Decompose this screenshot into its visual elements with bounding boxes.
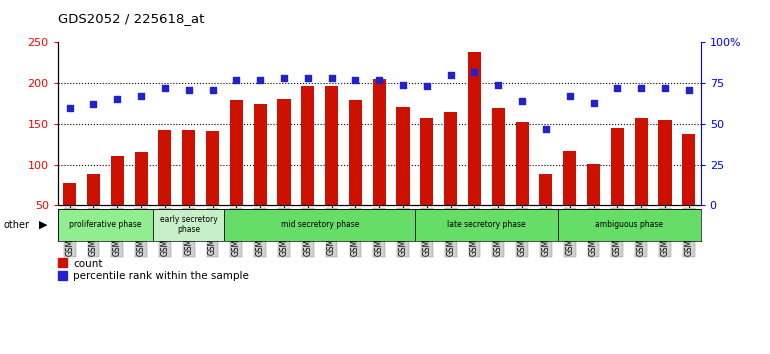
Bar xyxy=(301,86,314,205)
Text: ambiguous phase: ambiguous phase xyxy=(595,220,663,229)
Bar xyxy=(229,100,243,205)
Point xyxy=(63,105,75,110)
Bar xyxy=(111,156,124,205)
Bar xyxy=(492,108,505,205)
Bar xyxy=(63,183,76,205)
Point xyxy=(206,87,219,92)
Bar xyxy=(634,118,648,205)
Point xyxy=(588,100,600,105)
Bar xyxy=(58,209,153,241)
Bar xyxy=(587,164,600,205)
Point xyxy=(278,75,290,81)
Point xyxy=(302,75,314,81)
Bar xyxy=(182,130,196,205)
Point xyxy=(159,85,171,91)
Bar xyxy=(87,175,100,205)
Bar xyxy=(135,152,148,205)
Point xyxy=(326,75,338,81)
Point xyxy=(420,84,433,89)
Point xyxy=(230,77,243,83)
Bar xyxy=(253,104,266,205)
Text: mid secretory phase: mid secretory phase xyxy=(280,220,359,229)
Point xyxy=(397,82,409,88)
Bar xyxy=(557,209,701,241)
Bar xyxy=(658,120,671,205)
Bar xyxy=(159,130,172,205)
Point xyxy=(540,126,552,132)
Point xyxy=(516,98,528,104)
Point xyxy=(564,93,576,99)
Point xyxy=(135,93,147,99)
Text: proliferative phase: proliferative phase xyxy=(69,220,142,229)
Point xyxy=(659,85,671,91)
Bar xyxy=(539,173,552,205)
Bar xyxy=(349,100,362,205)
Text: early secretory
phase: early secretory phase xyxy=(160,215,218,234)
Point xyxy=(683,87,695,92)
Point xyxy=(350,77,362,83)
Bar xyxy=(397,107,410,205)
Point xyxy=(444,72,457,78)
Bar xyxy=(224,209,415,241)
Bar xyxy=(682,134,695,205)
Bar xyxy=(153,209,224,241)
Point xyxy=(111,97,123,102)
Point xyxy=(87,102,99,107)
Bar xyxy=(206,131,219,205)
Point xyxy=(182,87,195,92)
Point xyxy=(373,77,386,83)
Point xyxy=(611,85,624,91)
Bar xyxy=(325,86,338,205)
Bar xyxy=(444,112,457,205)
Bar xyxy=(373,79,386,205)
Point xyxy=(492,82,504,88)
Text: late secretory phase: late secretory phase xyxy=(447,220,526,229)
Bar xyxy=(468,52,481,205)
Bar xyxy=(516,122,529,205)
Bar xyxy=(415,209,557,241)
Bar xyxy=(420,118,434,205)
Text: percentile rank within the sample: percentile rank within the sample xyxy=(73,271,249,281)
Point xyxy=(635,85,648,91)
Text: other: other xyxy=(4,220,30,230)
Text: GDS2052 / 225618_at: GDS2052 / 225618_at xyxy=(58,12,204,25)
Text: ▶: ▶ xyxy=(38,220,47,230)
Bar xyxy=(611,128,624,205)
Point xyxy=(468,69,480,75)
Bar xyxy=(563,151,576,205)
Text: count: count xyxy=(73,259,102,269)
Bar xyxy=(277,99,290,205)
Point xyxy=(254,77,266,83)
